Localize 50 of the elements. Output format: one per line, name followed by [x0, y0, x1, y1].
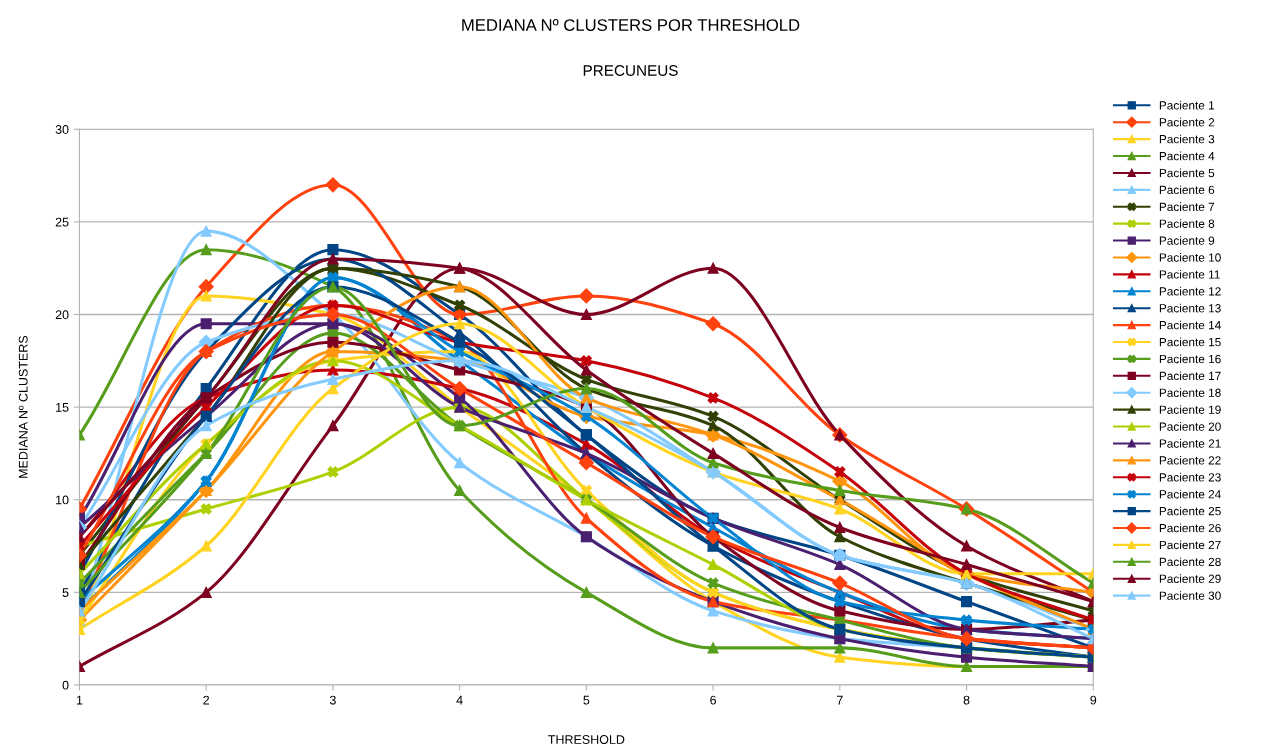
legend-label: Paciente 8	[1159, 219, 1215, 228]
y-tick-label: 10	[56, 495, 69, 505]
legend-label: Paciente 14	[1159, 320, 1221, 330]
legend-label: Paciente 15	[1159, 337, 1221, 347]
legend-label: Paciente 11	[1159, 269, 1220, 279]
y-tick-label: 15	[56, 403, 69, 412]
legend-label: Paciente 21	[1159, 439, 1221, 448]
legend-label: Paciente 4	[1159, 151, 1215, 161]
legend-label: Paciente 2	[1159, 117, 1215, 127]
legend-label: Paciente 20	[1159, 422, 1221, 431]
legend-label: Paciente 26	[1159, 523, 1221, 533]
chart-title: MEDIANA Nº CLUSTERS POR THRESHOLD	[462, 19, 800, 31]
x-tick-label: 9	[1090, 695, 1097, 705]
x-tick-label: 8	[963, 695, 970, 705]
legend-label: Paciente 30	[1159, 591, 1221, 600]
y-tick-label: 5	[62, 588, 69, 597]
legend-label: Paciente 28	[1159, 557, 1221, 567]
legend-label: Paciente 5	[1159, 168, 1215, 178]
x-tick-label: 4	[456, 695, 463, 705]
legend-label: Paciente 23	[1159, 472, 1221, 482]
legend-label: Paciente 29	[1159, 574, 1221, 583]
x-tick-label: 2	[203, 695, 210, 705]
legend-label: Paciente 9	[1159, 236, 1215, 245]
legend-label: Paciente 22	[1159, 455, 1221, 465]
chart-subtitle: PRECUNEUS	[583, 65, 678, 76]
x-tick-label: 3	[329, 695, 336, 705]
legend-label: Paciente 24	[1159, 489, 1221, 499]
x-axis-title: THRESHOLD	[548, 735, 625, 744]
legend-label: Paciente 6	[1159, 185, 1215, 195]
legend-label: Paciente 7	[1159, 202, 1215, 211]
legend-label: Paciente 25	[1159, 506, 1221, 516]
legend-label: Paciente 16	[1159, 354, 1221, 364]
y-tick-label: 30	[55, 125, 69, 134]
legend-label: Paciente 1	[1159, 100, 1215, 110]
y-tick-label: 25	[55, 217, 69, 227]
x-tick-label: 1	[76, 695, 83, 705]
legend-label: Paciente 13	[1159, 303, 1221, 313]
y-tick-label: 0	[62, 680, 69, 690]
legend-label: Paciente 19	[1159, 405, 1221, 414]
y-axis-title: MEDIANA Nº CLUSTERS	[18, 335, 28, 478]
legend-label: Paciente 18	[1159, 388, 1221, 397]
legend-label: Paciente 3	[1159, 134, 1215, 144]
legend-label: Paciente 10	[1159, 253, 1221, 262]
legend-label: Paciente 17	[1159, 371, 1221, 381]
legend-label: Paciente 12	[1159, 286, 1221, 296]
y-tick-label: 20	[55, 310, 69, 320]
x-tick-label: 7	[836, 695, 843, 705]
legend-label: Paciente 27	[1159, 540, 1221, 550]
x-tick-label: 5	[583, 695, 590, 705]
x-tick-label: 6	[710, 695, 717, 705]
